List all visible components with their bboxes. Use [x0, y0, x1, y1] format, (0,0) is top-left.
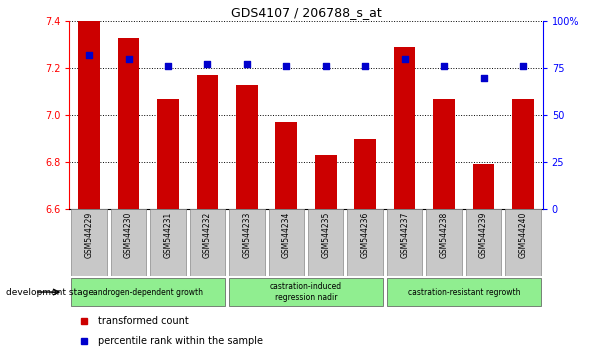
Bar — [190, 209, 225, 276]
Bar — [71, 278, 225, 306]
Point — [163, 63, 173, 69]
Point — [400, 56, 409, 62]
Bar — [229, 209, 265, 276]
Bar — [473, 164, 494, 209]
Point — [479, 75, 488, 80]
Bar — [315, 155, 336, 209]
Bar — [308, 209, 344, 276]
Point — [439, 63, 449, 69]
Point — [518, 63, 528, 69]
Bar — [157, 99, 179, 209]
Bar — [505, 209, 541, 276]
Text: GSM544229: GSM544229 — [84, 212, 93, 258]
Text: percentile rank within the sample: percentile rank within the sample — [98, 336, 263, 346]
Bar — [268, 209, 304, 276]
Text: GSM544237: GSM544237 — [400, 212, 409, 258]
Bar — [150, 209, 186, 276]
Text: transformed count: transformed count — [98, 316, 189, 326]
Bar — [236, 85, 257, 209]
Text: GSM544238: GSM544238 — [440, 212, 449, 258]
Text: GSM544239: GSM544239 — [479, 212, 488, 258]
Point — [242, 62, 251, 67]
Point — [321, 63, 330, 69]
Bar — [111, 209, 147, 276]
Bar — [71, 209, 107, 276]
Bar — [426, 209, 462, 276]
Text: GSM544234: GSM544234 — [282, 212, 291, 258]
Text: GSM544235: GSM544235 — [321, 212, 330, 258]
Text: GSM544240: GSM544240 — [519, 212, 528, 258]
Bar — [197, 75, 218, 209]
Bar — [276, 122, 297, 209]
Text: GSM544232: GSM544232 — [203, 212, 212, 258]
Bar — [347, 209, 383, 276]
Text: GSM544236: GSM544236 — [361, 212, 370, 258]
Text: androgen-dependent growth: androgen-dependent growth — [93, 287, 203, 297]
Text: development stage: development stage — [6, 287, 94, 297]
Bar — [355, 138, 376, 209]
Title: GDS4107 / 206788_s_at: GDS4107 / 206788_s_at — [231, 6, 382, 19]
Bar — [433, 99, 455, 209]
Bar — [394, 47, 415, 209]
Bar — [78, 21, 100, 209]
Text: castration-resistant regrowth: castration-resistant regrowth — [408, 287, 520, 297]
Text: castration-induced
regression nadir: castration-induced regression nadir — [270, 282, 342, 302]
Bar — [387, 278, 541, 306]
Text: GSM544230: GSM544230 — [124, 212, 133, 258]
Bar — [466, 209, 501, 276]
Bar — [387, 209, 422, 276]
Text: GSM544231: GSM544231 — [163, 212, 172, 258]
Bar — [512, 99, 534, 209]
Bar — [229, 278, 383, 306]
Point — [203, 62, 212, 67]
Point — [124, 56, 133, 62]
Bar — [118, 38, 139, 209]
Point — [361, 63, 370, 69]
Point — [84, 52, 94, 58]
Text: GSM544233: GSM544233 — [242, 212, 251, 258]
Point — [282, 63, 291, 69]
